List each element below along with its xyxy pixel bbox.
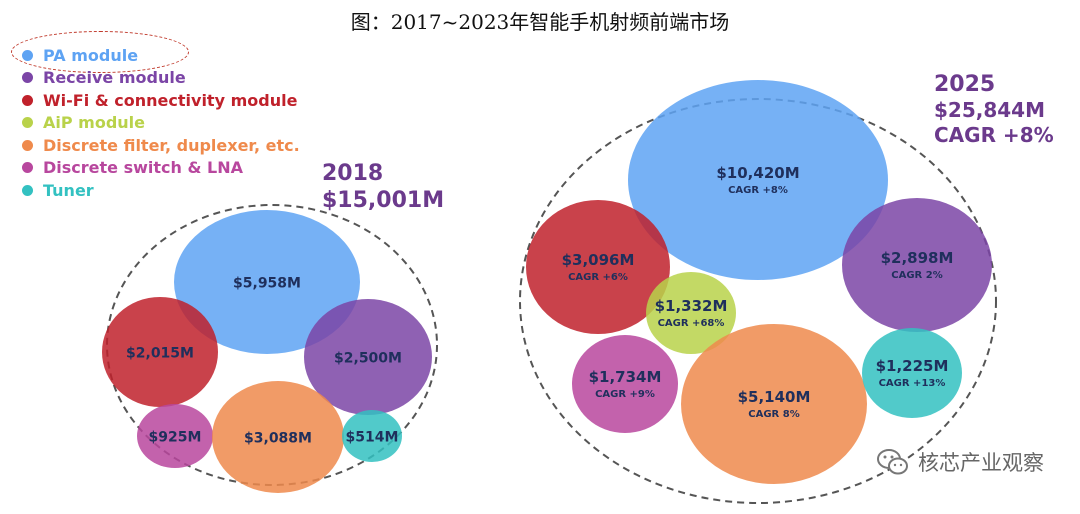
- bubble-pa-module: [628, 80, 888, 280]
- chart-title: 图：2017~2023年智能手机射频前端市场: [350, 10, 730, 34]
- legend-swatch: [22, 72, 33, 84]
- outer-boundary-2018: [106, 204, 438, 486]
- bubble-cagr-label: CAGR +9%: [595, 389, 655, 400]
- legend-item: Discrete filter, duplexer, etc.: [22, 134, 300, 157]
- legend: PA module Receive module Wi-Fi & connectiv…: [22, 44, 300, 202]
- bubble-cagr-label: CAGR +6%: [568, 272, 628, 283]
- total-year-label: 2018: [322, 161, 383, 186]
- bubble-cagr-label: CAGR 8%: [748, 409, 799, 420]
- total-value-label: $15,001M: [322, 188, 444, 213]
- bubble-wi-fi-connectivity-module: [102, 297, 218, 407]
- bubble-cagr-label: CAGR 2%: [891, 270, 942, 281]
- bubble-value-label: $1,225M: [876, 357, 949, 375]
- legend-swatch: [22, 162, 33, 174]
- bubble-cagr-label: CAGR +68%: [658, 318, 725, 329]
- legend-highlight-ellipse: [11, 31, 189, 73]
- bubble-cagr-label: CAGR +8%: [728, 185, 788, 196]
- legend-swatch: [22, 117, 33, 129]
- bubble-value-label: $10,420M: [716, 164, 799, 182]
- watermark: 核芯产业观察: [876, 447, 1044, 477]
- watermark-text: 核芯产业观察: [918, 451, 1044, 475]
- bubble-value-label: $1,332M: [655, 297, 728, 315]
- bubble-value-label: $1,734M: [589, 368, 662, 386]
- bubble-discrete-filter-duplexer-etc-: [681, 324, 867, 484]
- legend-item: Discrete switch & LNA: [22, 157, 300, 180]
- bubble-discrete-switch-lna: [572, 335, 678, 433]
- bubble-value-label: $514M: [346, 429, 399, 445]
- bubble-tuner: [342, 410, 402, 462]
- legend-swatch: [22, 139, 33, 151]
- legend-item: Tuner: [22, 179, 300, 202]
- bubble-receive-module: [842, 198, 992, 332]
- bubble-value-label: $925M: [149, 429, 202, 445]
- legend-swatch: [22, 184, 33, 196]
- bubble-aip-module: [646, 272, 736, 354]
- bubble-tuner: [862, 328, 962, 418]
- legend-label: Discrete filter, duplexer, etc.: [43, 135, 300, 155]
- bubble-receive-module: [304, 299, 432, 415]
- legend-item: Wi-Fi & connectivity module: [22, 89, 300, 112]
- bubble-value-label: $5,958M: [233, 275, 301, 291]
- bubble-wi-fi-connectivity-module: [526, 200, 670, 334]
- legend-label: Receive module: [43, 68, 186, 88]
- legend-label: Discrete switch & LNA: [43, 158, 243, 178]
- total-cagr-label: CAGR +8%: [934, 123, 1054, 147]
- legend-swatch: [22, 49, 33, 61]
- bubble-discrete-filter-duplexer-etc-: [212, 381, 344, 493]
- wechat-icon: [877, 449, 908, 475]
- bubble-value-label: $2,015M: [126, 345, 194, 361]
- legend-label: Tuner: [43, 180, 94, 200]
- bubble-pa-module: [174, 210, 360, 354]
- legend-item: Receive module: [22, 67, 300, 90]
- bubble-discrete-switch-lna: [137, 404, 213, 468]
- legend-item: AiP module: [22, 112, 300, 135]
- total-value-label: $25,844M: [934, 98, 1045, 122]
- bubble-value-label: $2,898M: [881, 249, 954, 267]
- bubble-cagr-label: CAGR +13%: [879, 378, 946, 389]
- bubble-group-2025: $10,420M CAGR +8% $3,096M CAGR +6% $2,898M CA…: [519, 72, 1054, 504]
- bubble-value-label: $2,500M: [334, 350, 402, 366]
- bubble-group-2018: $5,958M $2,015M $2,500M $925M $3,088M $514M 20…: [102, 161, 444, 493]
- total-year-label: 2025: [934, 72, 995, 97]
- legend-swatch: [22, 94, 33, 106]
- legend-label: Wi-Fi & connectivity module: [43, 90, 298, 110]
- legend-label: AiP module: [43, 113, 146, 133]
- legend-label: PA module: [43, 45, 139, 65]
- bubble-value-label: $5,140M: [738, 388, 811, 406]
- bubble-value-label: $3,096M: [562, 251, 635, 269]
- bubble-value-label: $3,088M: [244, 430, 312, 446]
- legend-item: PA module: [22, 44, 300, 67]
